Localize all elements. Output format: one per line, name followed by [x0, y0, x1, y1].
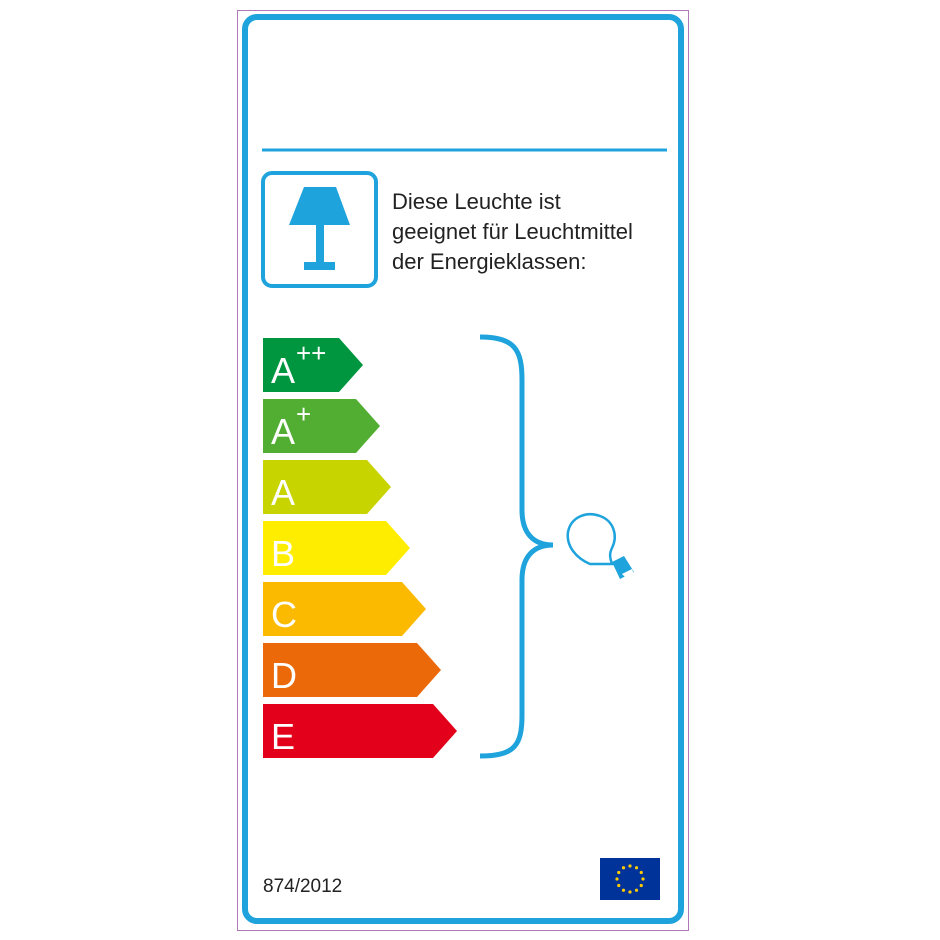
energy-class-arrow	[263, 582, 426, 636]
eu-star	[617, 883, 621, 888]
description-line-2: geeignet für Leuchtmittel	[392, 219, 633, 244]
energy-class-arrow	[263, 521, 410, 575]
eu-star	[615, 877, 619, 881]
energy-class-aplusplus: A ++	[263, 338, 363, 392]
energy-class-b: B	[263, 521, 410, 575]
regulation-number: 874/2012	[263, 876, 342, 897]
eu-star	[639, 870, 643, 875]
energy-class-arrow	[263, 460, 391, 514]
energy-class-e: E	[263, 704, 457, 758]
eu-star	[628, 890, 632, 894]
eu-star	[621, 866, 626, 870]
energy-class-d: D	[263, 643, 441, 697]
eu-star	[634, 866, 639, 870]
eu-star	[639, 883, 643, 888]
range-brace	[479, 334, 554, 759]
eu-star	[617, 870, 621, 875]
energy-class-superscript: ++	[296, 338, 326, 368]
light-bulb-icon	[566, 513, 634, 579]
energy-class-arrow	[263, 704, 457, 758]
energy-class-a: A	[263, 460, 391, 514]
energy-class-c: C	[263, 582, 426, 636]
energy-class-letter: D	[271, 655, 297, 696]
energy-class-arrow	[263, 338, 363, 392]
energy-class-letter: B	[271, 533, 295, 574]
table-lamp-icon	[261, 171, 378, 288]
energy-class-superscript: +	[296, 399, 311, 429]
energy-class-letter: E	[271, 716, 295, 757]
energy-class-arrow	[263, 643, 441, 697]
eu-star	[641, 877, 645, 881]
energy-class-letter: A	[271, 350, 295, 391]
eu-star	[621, 888, 626, 892]
outer-border	[237, 10, 689, 931]
description-line-1: Diese Leuchte ist	[392, 189, 561, 214]
energy-class-letter: C	[271, 594, 297, 635]
energy-class-arrow	[263, 399, 380, 453]
energy-class-aplus: A +	[263, 399, 380, 453]
eu-star	[634, 888, 639, 892]
eu-flag-icon	[600, 858, 660, 900]
description-line-3: der Energieklassen:	[392, 249, 586, 274]
energy-class-letter: A	[271, 411, 295, 452]
energy-class-letter: A	[271, 472, 295, 513]
eu-star	[628, 864, 632, 868]
